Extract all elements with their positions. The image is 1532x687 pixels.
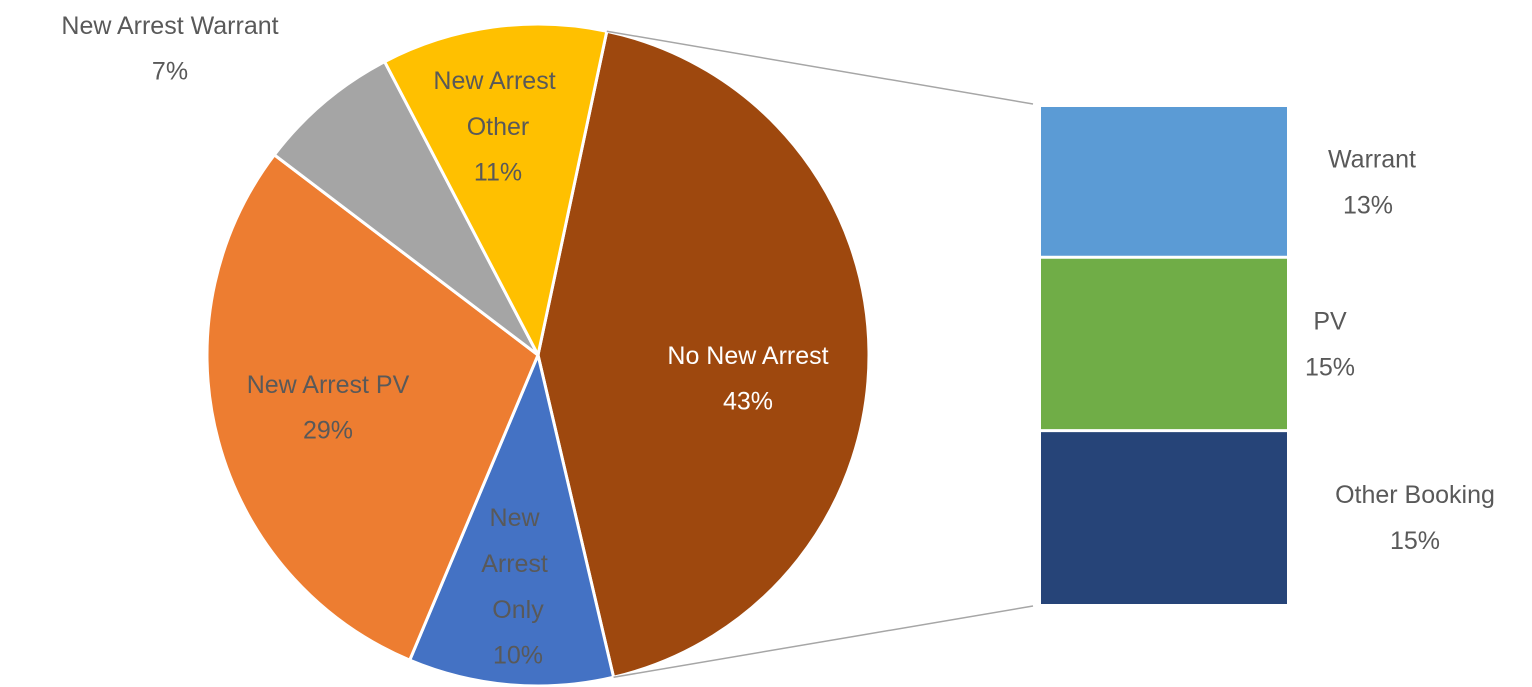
pie-slice — [272, 59, 540, 357]
bar-value-label: 13% — [1343, 192, 1393, 220]
bar-value-label: 15% — [1305, 354, 1355, 382]
bar-label: Other Booking — [1335, 481, 1495, 509]
label-line: New Arrest Warrant — [61, 12, 278, 40]
pie-slice — [382, 22, 609, 360]
slice-value-label: 7% — [152, 58, 188, 86]
slice-label: New Arrest Other — [433, 67, 562, 141]
label-line: Other — [467, 113, 530, 141]
slice-value-label: 43% — [723, 388, 773, 416]
label-line: Arrest — [481, 550, 555, 578]
slice-label: New Arrest Only — [481, 504, 555, 624]
slice-label: New Arrest PV — [247, 371, 410, 399]
label-line: Only — [492, 596, 544, 624]
bar-segment — [1041, 107, 1287, 256]
pie-slice — [407, 350, 616, 687]
bar-value-label: 15% — [1390, 527, 1440, 555]
slice-label: No New Arrest — [667, 342, 828, 370]
bar-segment — [1041, 432, 1287, 604]
label-line: No New Arrest — [667, 342, 828, 370]
connector-line — [606, 30, 1034, 105]
pie-slice — [536, 29, 871, 680]
slice-label: New Arrest Warrant — [61, 12, 278, 40]
label-line: New — [490, 504, 547, 532]
bar-segment — [1041, 258, 1287, 430]
slice-value-label: 29% — [303, 417, 353, 445]
label-line: New Arrest — [433, 67, 562, 95]
pie-slice — [205, 152, 540, 663]
slice-value-label: 11% — [474, 159, 522, 187]
label-line: New Arrest PV — [247, 371, 410, 399]
bar-label: PV — [1313, 308, 1347, 336]
slice-value-label: 10% — [493, 642, 543, 670]
connector-line — [613, 605, 1034, 678]
bar-label: Warrant — [1328, 146, 1416, 174]
